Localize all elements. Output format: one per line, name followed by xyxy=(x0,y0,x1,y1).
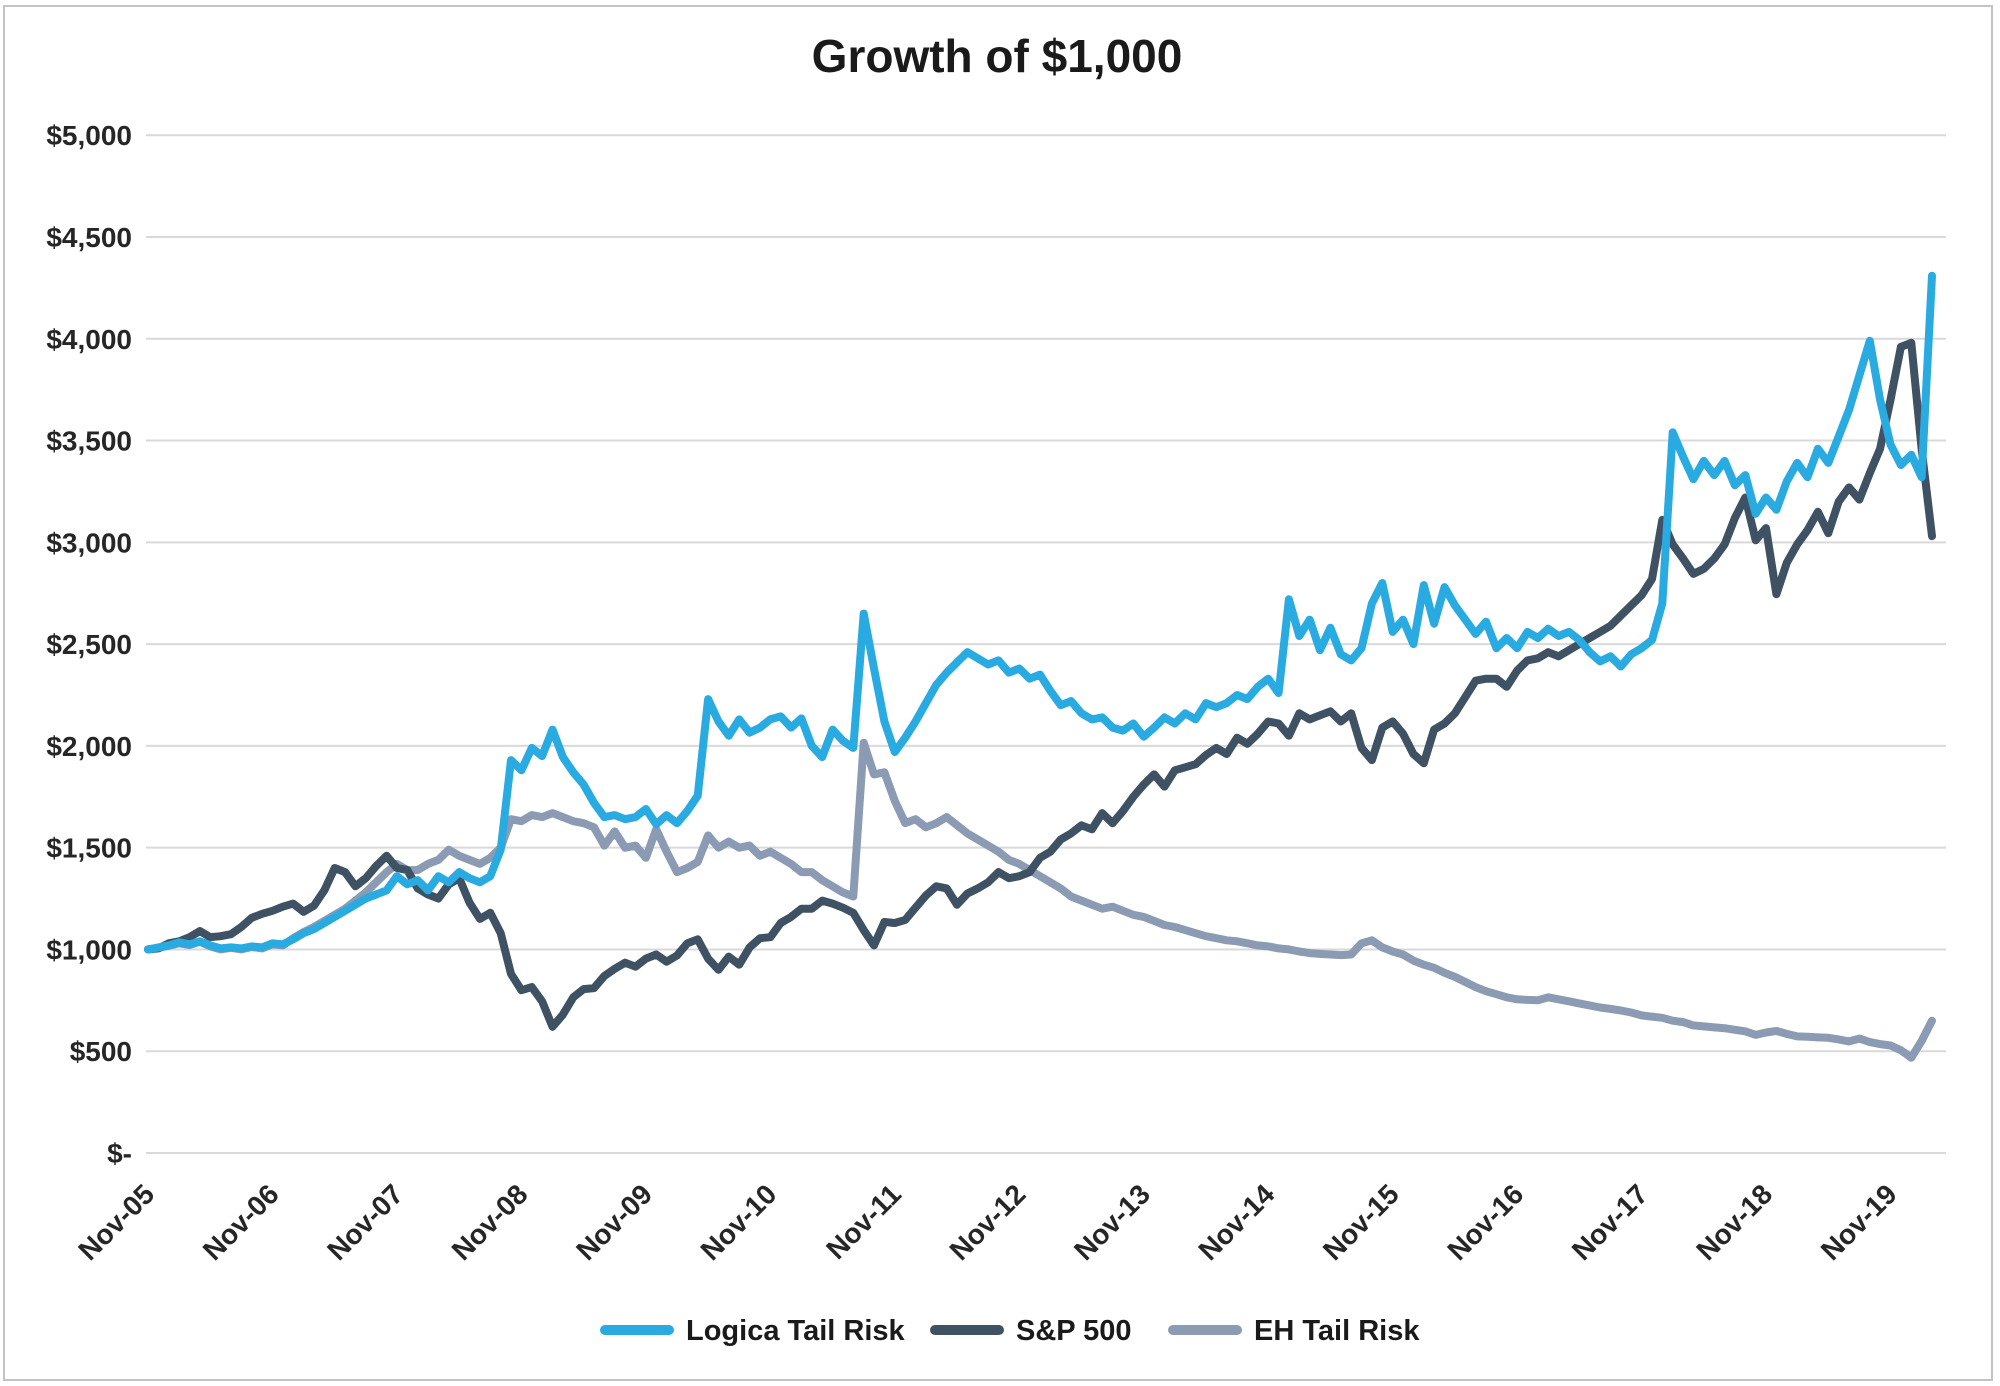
y-axis-tick-label: $4,000 xyxy=(46,324,132,355)
y-axis-labels-group: $- $500 $1,000 $1,500 $2,000 $2,500 $3,000 $3,5… xyxy=(46,120,132,1169)
y-axis-tick-label: $3,500 xyxy=(46,426,132,457)
series-group xyxy=(144,271,1936,1062)
legend-item: EH Tail Risk xyxy=(1168,1315,1420,1347)
x-axis-tick-label: Nov-15 xyxy=(1317,1178,1405,1266)
x-axis-tick-label: Nov-16 xyxy=(1441,1178,1529,1266)
y-axis-tick-label: $1,500 xyxy=(46,833,132,864)
x-axis-tick-label: Nov-10 xyxy=(695,1178,783,1266)
x-axis-tick-label: Nov-08 xyxy=(446,1178,534,1266)
x-axis-tick-label: Nov-11 xyxy=(820,1178,907,1265)
chart-title: Growth of $1,000 xyxy=(812,30,1183,82)
legend-item: S&P 500 xyxy=(930,1315,1132,1347)
line-logica-tail-risk xyxy=(144,271,1936,954)
legend-label: S&P 500 xyxy=(1016,1315,1132,1347)
gridlines-group xyxy=(146,134,1946,1154)
line-eh-tail-risk xyxy=(144,738,1936,1062)
legend-swatch-2 xyxy=(930,1325,1004,1335)
x-axis-tick-label: Nov-19 xyxy=(1815,1178,1903,1266)
x-axis-tick-label: Nov-09 xyxy=(570,1178,658,1266)
x-axis-tick-label: Nov-18 xyxy=(1690,1178,1778,1266)
x-axis-labels-group: Nov-05 Nov-06 Nov-07 Nov-08 Nov-09 Nov-10 Nov-… xyxy=(72,1178,1902,1266)
y-axis-tick-label: $2,000 xyxy=(46,731,132,762)
legend-item: Logica Tail Risk xyxy=(600,1315,906,1347)
y-axis-tick-label: $- xyxy=(107,1138,132,1169)
y-axis-tick-label: $1,000 xyxy=(46,934,132,965)
x-axis-tick-label: Nov-07 xyxy=(321,1178,409,1266)
x-axis-tick-label: Nov-06 xyxy=(197,1178,285,1266)
legend-label: EH Tail Risk xyxy=(1254,1315,1420,1347)
x-axis-tick-label: Nov-05 xyxy=(72,1178,160,1266)
x-axis-tick-label: Nov-14 xyxy=(1192,1178,1280,1266)
legend-swatch-1 xyxy=(600,1325,674,1335)
x-axis-tick-label: Nov-13 xyxy=(1068,1178,1156,1266)
figure-border xyxy=(3,5,1993,1381)
line-s-p-500 xyxy=(144,338,1936,1031)
y-axis-tick-label: $4,500 xyxy=(46,222,132,253)
legend-swatch-3 xyxy=(1168,1325,1242,1335)
y-axis-tick-label: $5,000 xyxy=(46,120,132,151)
legend-group: Logica Tail Risk S&P 500 EH Tail Risk xyxy=(600,1315,1420,1347)
x-axis-tick-label: Nov-12 xyxy=(944,1178,1032,1266)
legend-label: Logica Tail Risk xyxy=(686,1315,906,1347)
y-axis-tick-label: $3,000 xyxy=(46,527,132,558)
y-axis-tick-label: $500 xyxy=(70,1036,132,1067)
x-axis-tick-label: Nov-17 xyxy=(1566,1178,1654,1266)
y-axis-tick-label: $2,500 xyxy=(46,629,132,660)
